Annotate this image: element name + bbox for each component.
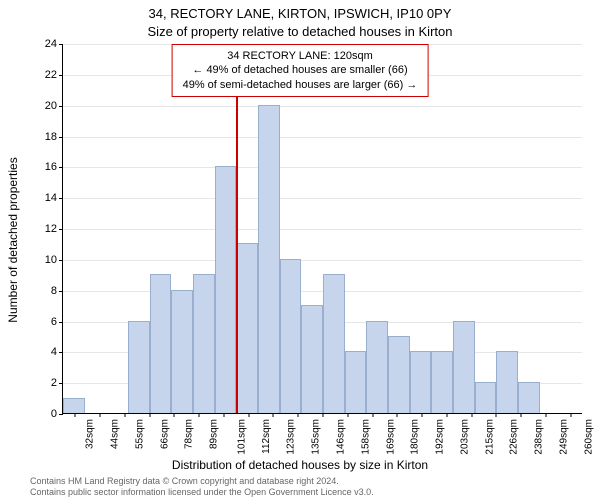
y-tick-label: 0 (51, 408, 57, 420)
x-tick-mark (347, 413, 348, 417)
y-tick-label: 14 (45, 192, 57, 204)
plot-area: 02468101214161820222432sqm44sqm55sqm66sq… (62, 44, 582, 414)
y-tick-label: 16 (45, 161, 57, 173)
chart-subtitle: Size of property relative to detached ho… (0, 24, 600, 39)
x-tick-mark (372, 413, 373, 417)
x-tick-mark (545, 413, 546, 417)
x-tick-mark (397, 413, 398, 417)
histogram-bar (431, 351, 453, 413)
x-tick-label: 123sqm (286, 419, 297, 455)
x-tick-mark (298, 413, 299, 417)
x-tick-label: 238sqm (533, 419, 544, 455)
x-tick-label: 135sqm (311, 419, 322, 455)
gridline (63, 229, 582, 230)
histogram-bar (236, 243, 258, 413)
x-tick-label: 89sqm (209, 419, 220, 449)
histogram-bar (193, 274, 215, 413)
histogram-bar (301, 305, 323, 413)
x-tick-mark (199, 413, 200, 417)
histogram-chart: 34, RECTORY LANE, KIRTON, IPSWICH, IP10 … (0, 0, 600, 500)
x-tick-label: 260sqm (583, 419, 594, 455)
histogram-bar (453, 321, 475, 414)
x-tick-mark (174, 413, 175, 417)
histogram-bar (475, 382, 497, 413)
gridline (63, 137, 582, 138)
x-tick-label: 101sqm (236, 419, 247, 455)
y-tick-label: 12 (45, 223, 57, 235)
x-tick-label: 78sqm (184, 419, 195, 449)
y-tick-label: 22 (45, 69, 57, 81)
histogram-bar (215, 166, 237, 413)
x-tick-label: 32sqm (85, 419, 96, 449)
footer-line-2: Contains public sector information licen… (30, 487, 600, 498)
footer-line-1: Contains HM Land Registry data © Crown c… (30, 476, 600, 487)
x-tick-label: 249sqm (558, 419, 569, 455)
x-tick-label: 226sqm (509, 419, 520, 455)
histogram-bar (323, 274, 345, 413)
histogram-bar (280, 259, 302, 413)
y-tick-label: 24 (45, 38, 57, 50)
x-tick-mark (124, 413, 125, 417)
histogram-bar (258, 105, 280, 413)
x-tick-mark (323, 413, 324, 417)
annotation-line-3: 49% of semi-detached houses are larger (… (183, 78, 418, 92)
histogram-bar (171, 290, 193, 413)
x-tick-label: 146sqm (335, 419, 346, 455)
y-axis-label: Number of detached properties (6, 157, 20, 322)
gridline (63, 260, 582, 261)
x-tick-mark (248, 413, 249, 417)
x-tick-mark (422, 413, 423, 417)
x-axis-label: Distribution of detached houses by size … (0, 458, 600, 472)
x-tick-mark (100, 413, 101, 417)
x-tick-label: 203sqm (459, 419, 470, 455)
x-tick-label: 112sqm (261, 419, 272, 454)
x-tick-mark (496, 413, 497, 417)
y-tick-label: 6 (51, 316, 57, 328)
reference-line (236, 44, 238, 413)
x-tick-mark (273, 413, 274, 417)
histogram-bar (410, 351, 432, 413)
x-tick-label: 192sqm (434, 419, 445, 455)
histogram-bar (345, 351, 367, 413)
y-tick-label: 4 (51, 346, 57, 358)
annotation-box: 34 RECTORY LANE: 120sqm ← 49% of detache… (172, 44, 429, 97)
histogram-bar (496, 351, 518, 413)
x-tick-label: 180sqm (410, 419, 421, 455)
histogram-bar (63, 398, 85, 413)
x-tick-label: 158sqm (360, 419, 371, 455)
annotation-line-2: ← 49% of detached houses are smaller (66… (183, 63, 418, 77)
x-tick-mark (570, 413, 571, 417)
histogram-bar (388, 336, 410, 413)
x-tick-label: 44sqm (110, 419, 121, 449)
gridline (63, 198, 582, 199)
y-tick-label: 8 (51, 285, 57, 297)
histogram-bar (150, 274, 172, 413)
chart-title: 34, RECTORY LANE, KIRTON, IPSWICH, IP10 … (0, 6, 600, 21)
x-tick-mark (471, 413, 472, 417)
x-tick-mark (521, 413, 522, 417)
histogram-bar (128, 321, 150, 414)
x-tick-mark (75, 413, 76, 417)
x-tick-label: 66sqm (159, 419, 170, 449)
y-tick-label: 18 (45, 131, 57, 143)
x-tick-label: 215sqm (484, 419, 495, 455)
x-tick-label: 55sqm (134, 419, 145, 449)
x-tick-mark (223, 413, 224, 417)
x-tick-mark (446, 413, 447, 417)
histogram-bar (366, 321, 388, 414)
annotation-line-1: 34 RECTORY LANE: 120sqm (183, 49, 418, 63)
x-tick-label: 169sqm (385, 419, 396, 455)
footer-attribution: Contains HM Land Registry data © Crown c… (0, 476, 600, 498)
histogram-bar (518, 382, 540, 413)
gridline (63, 167, 582, 168)
y-tick-label: 2 (51, 377, 57, 389)
gridline (63, 106, 582, 107)
y-tick-label: 10 (45, 254, 57, 266)
x-tick-mark (149, 413, 150, 417)
y-tick-label: 20 (45, 100, 57, 112)
